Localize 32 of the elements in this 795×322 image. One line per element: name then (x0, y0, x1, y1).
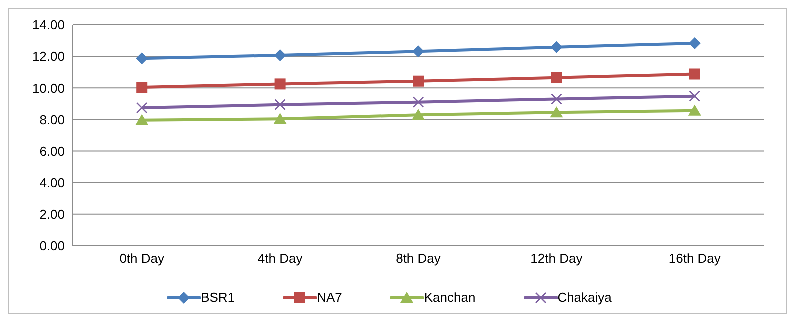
point (274, 113, 287, 124)
x-tick-label: 4th Day (258, 251, 304, 266)
legend-label: BSR1 (201, 290, 236, 305)
x-tick-label: 12th Day (530, 251, 584, 266)
point (136, 52, 148, 65)
legend-label: Chakaiya (558, 290, 612, 305)
y-tick-label: 6.00 (40, 144, 65, 159)
point (274, 49, 286, 62)
y-tick-label: 2.00 (40, 207, 65, 222)
legend-label: NA7 (317, 290, 342, 305)
point (688, 104, 702, 116)
point (136, 82, 148, 94)
point (689, 68, 700, 80)
x-tick-label: 8th Day (396, 251, 442, 266)
point (412, 46, 424, 58)
x-tick-label: 16th Day (668, 251, 722, 266)
y-tick-label: 14.00 (32, 18, 65, 33)
y-tick-label: 0.00 (40, 238, 65, 254)
point (136, 114, 149, 126)
legend-label: Kanchan (424, 290, 476, 305)
point (412, 109, 425, 120)
point (550, 41, 563, 54)
y-tick-label: 10.00 (32, 80, 65, 96)
point (550, 106, 564, 118)
point (688, 37, 701, 50)
x-tick-label: 0th Day (120, 251, 165, 266)
point (551, 72, 562, 84)
point (413, 76, 424, 87)
y-tick-label: 4.00 (40, 175, 65, 190)
point (274, 78, 286, 90)
y-tick-label: 8.00 (40, 112, 65, 128)
y-tick-label: 12.00 (32, 49, 65, 64)
